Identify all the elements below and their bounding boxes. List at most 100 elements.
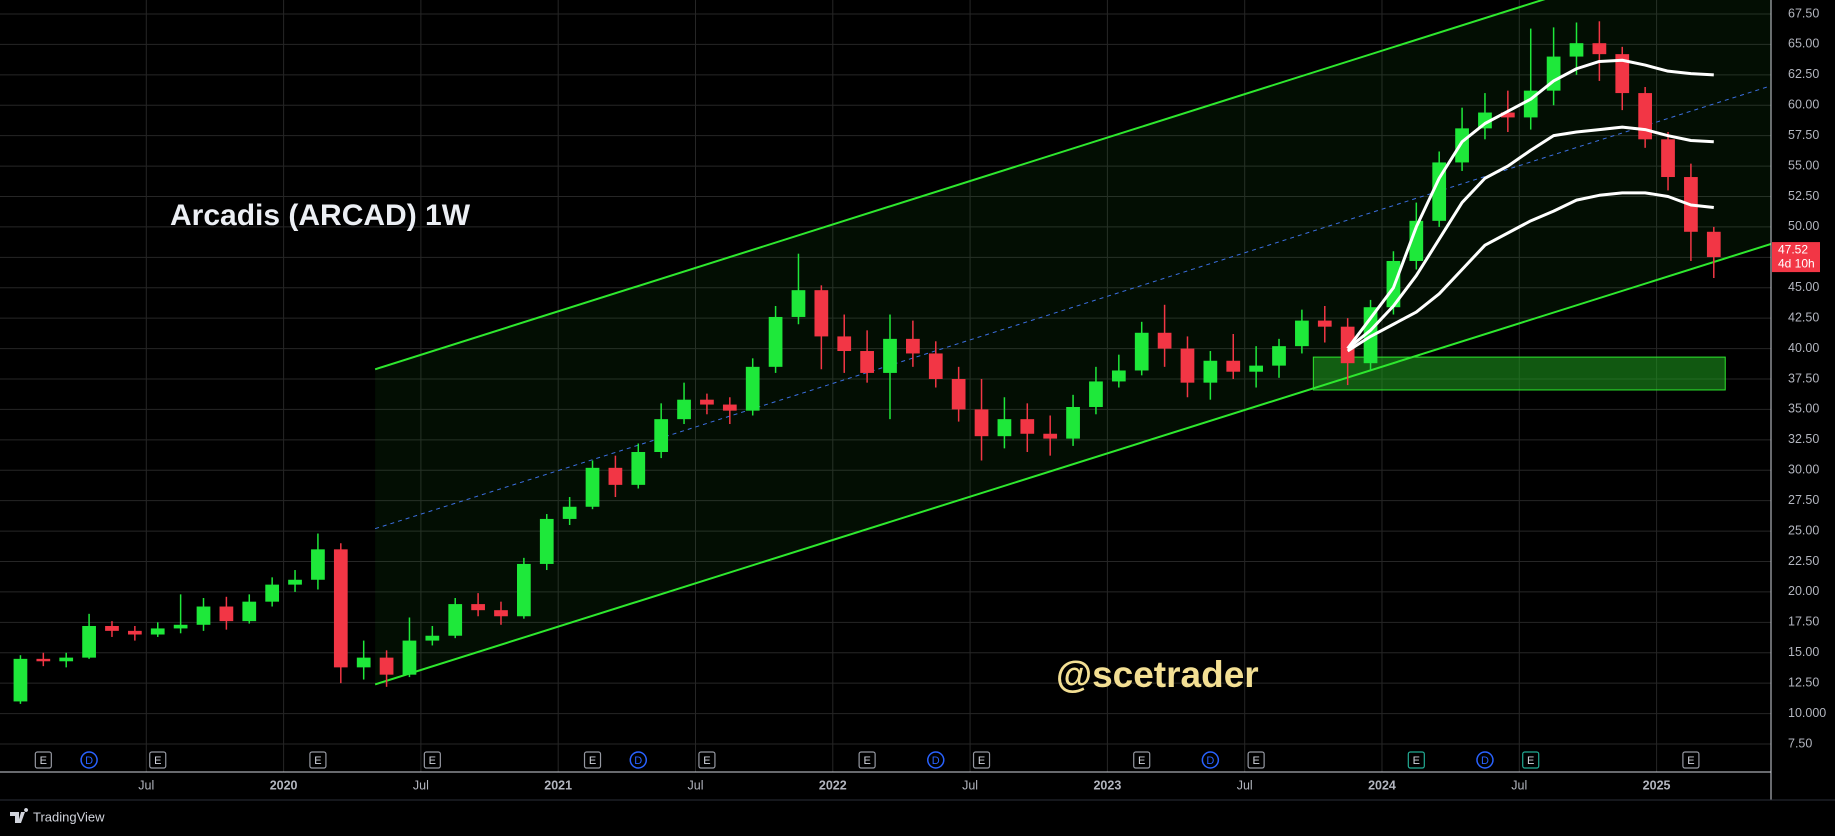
candle-body xyxy=(242,601,257,622)
y-tick-label: 20.00 xyxy=(1788,584,1819,598)
candle-body xyxy=(311,549,325,580)
candle-body xyxy=(677,399,691,420)
event-marker xyxy=(1407,751,1425,769)
candle-body xyxy=(654,419,669,453)
y-tick-label: 57.50 xyxy=(1788,128,1819,142)
event-marker xyxy=(927,751,945,769)
y-tick-label: 17.50 xyxy=(1788,615,1819,629)
candle-body xyxy=(539,518,554,564)
y-tick-label: 10.000 xyxy=(1788,706,1826,720)
event-label: E xyxy=(978,755,985,767)
last-price-box xyxy=(1772,242,1820,273)
candle-body xyxy=(722,404,737,411)
candle-body xyxy=(1592,43,1607,55)
channel-line xyxy=(374,242,1771,686)
candle-body xyxy=(928,353,943,380)
event-label: D xyxy=(85,755,93,767)
y-tick-label: 7.50 xyxy=(1788,736,1812,750)
candle-body xyxy=(1111,370,1126,382)
y-tick-label: 42.50 xyxy=(1788,310,1819,324)
candle-body xyxy=(906,338,920,354)
event-label: E xyxy=(863,755,870,767)
candle-body xyxy=(333,549,348,668)
event-label: E xyxy=(1527,755,1534,767)
x-tick-label: Jul xyxy=(1237,778,1253,792)
candle-body xyxy=(105,625,119,631)
event-marker xyxy=(1682,751,1700,769)
candle-body xyxy=(745,366,760,411)
candle-body xyxy=(265,584,280,602)
y-tick-label: 65.00 xyxy=(1788,37,1819,51)
candle-body xyxy=(173,624,188,629)
candle-body xyxy=(1317,320,1332,327)
plot xyxy=(13,0,1771,704)
y-tick-label: 12.50 xyxy=(1788,675,1819,689)
y-tick-label: 45.00 xyxy=(1788,280,1819,294)
candle-body xyxy=(1615,54,1630,94)
y-tick-label: 30.00 xyxy=(1788,463,1819,477)
candle-body xyxy=(1500,112,1515,118)
event-label: D xyxy=(634,755,642,767)
candle-body xyxy=(1134,332,1149,371)
candle-body xyxy=(585,467,600,507)
countdown-label: 4d 10h xyxy=(1778,256,1815,270)
x-tick-label: Jul xyxy=(688,778,704,792)
candle-body xyxy=(13,658,28,702)
candle-body xyxy=(448,604,463,636)
candle-body xyxy=(791,290,806,317)
candle-body xyxy=(860,351,874,373)
y-tick-label: 55.00 xyxy=(1788,158,1819,172)
x-tick-label: 2023 xyxy=(1093,778,1121,792)
event-marker xyxy=(1133,751,1151,769)
candle-body xyxy=(288,579,302,585)
event-label: E xyxy=(1687,755,1694,767)
brand-logo: TradingView xyxy=(10,808,105,824)
y-tick-label: 22.50 xyxy=(1788,554,1819,568)
event-label: E xyxy=(1252,755,1259,767)
candle-body xyxy=(1203,360,1218,383)
candle-body xyxy=(494,610,508,617)
candle-body xyxy=(1569,43,1584,57)
moving-average xyxy=(1346,125,1714,350)
last-price-label: 47.52 xyxy=(1778,242,1808,256)
event-label: D xyxy=(1206,755,1214,767)
x-tick-label: 2024 xyxy=(1368,778,1396,792)
y-tick-label: 37.50 xyxy=(1788,371,1819,385)
candle-body xyxy=(1180,348,1195,383)
event-marker xyxy=(1476,751,1494,769)
candle-body xyxy=(837,336,852,352)
y-tick-label: 25.00 xyxy=(1788,523,1819,537)
y-tick-label: 35.00 xyxy=(1788,402,1819,416)
candle-body xyxy=(1089,381,1103,407)
candle-body xyxy=(471,604,485,611)
y-tick-label: 60.00 xyxy=(1788,98,1819,112)
y-tick-label: 27.50 xyxy=(1788,493,1819,507)
candle-body xyxy=(1432,162,1447,221)
candle-body xyxy=(517,563,531,617)
x-tick-label: 2025 xyxy=(1643,778,1671,792)
event-label: E xyxy=(40,755,47,767)
y-tick-label: 32.50 xyxy=(1788,432,1819,446)
y-tick-label: 67.50 xyxy=(1788,6,1819,20)
watermark: @scetrader xyxy=(1056,654,1259,695)
event-marker xyxy=(698,751,716,769)
candle-body xyxy=(219,606,234,622)
x-tick-label: 2020 xyxy=(270,778,298,792)
chart-title: Arcadis (ARCAD) 1W xyxy=(170,199,471,232)
candle-body xyxy=(36,658,51,662)
candle-body xyxy=(1157,332,1172,349)
x-tick-label: 2021 xyxy=(544,778,572,792)
y-tick-label: 52.50 xyxy=(1788,189,1819,203)
candle-body xyxy=(402,640,417,675)
x-tick-label: Jul xyxy=(962,778,978,792)
candle-body xyxy=(1043,433,1058,439)
event-marker xyxy=(583,751,602,769)
event-label: E xyxy=(589,755,596,767)
candle-body xyxy=(768,316,783,367)
candle-body xyxy=(608,467,623,485)
event-marker xyxy=(423,751,441,769)
event-label: E xyxy=(314,755,321,767)
